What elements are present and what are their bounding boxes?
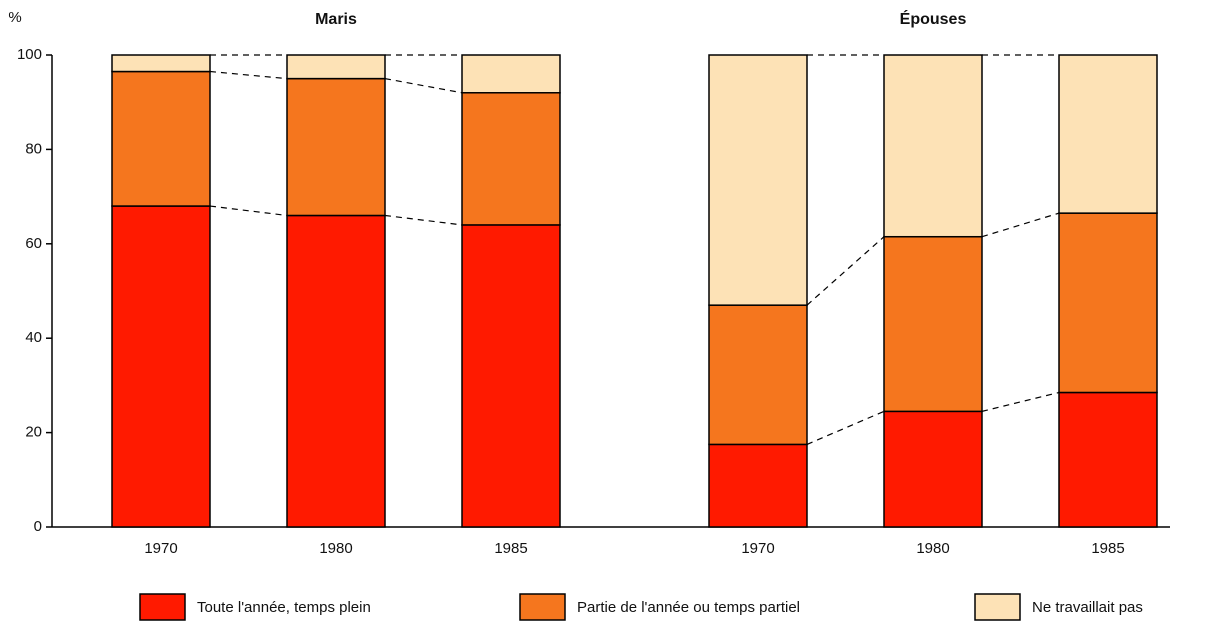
y-tick-label: 100 — [17, 46, 42, 63]
bar-segment — [461, 224, 561, 528]
y-tick-label: 20 — [25, 424, 42, 441]
bar-segment — [883, 54, 983, 238]
x-tick-label: 1980 — [319, 540, 352, 557]
bar-segment — [708, 304, 808, 446]
connector — [806, 236, 885, 306]
legend-label: Partie de l'année ou temps partiel — [577, 599, 800, 616]
legend-swatch — [519, 593, 566, 621]
bar-segment — [286, 214, 386, 528]
legend-label: Toute l'année, temps plein — [197, 599, 371, 616]
bar-segment — [1058, 212, 1158, 394]
connector — [981, 212, 1060, 238]
bar-segment — [1058, 54, 1158, 214]
bar-segment — [461, 54, 561, 94]
bar-segment — [286, 77, 386, 217]
connector — [209, 205, 288, 217]
y-tick-label: 60 — [25, 235, 42, 252]
x-tick-label: 1970 — [741, 540, 774, 557]
connector — [209, 70, 288, 80]
bar-segment — [1058, 391, 1158, 528]
bar-segment — [111, 70, 211, 207]
y-axis-label: % — [8, 9, 21, 26]
bar-segment — [111, 205, 211, 528]
bar-segment — [111, 54, 211, 73]
x-tick-label: 1985 — [1091, 540, 1124, 557]
bar-segment — [708, 54, 808, 306]
connector — [384, 214, 463, 226]
bar-segment — [883, 235, 983, 413]
connector — [981, 391, 1060, 412]
y-tick-label: 40 — [25, 329, 42, 346]
x-tick-label: 1985 — [494, 540, 527, 557]
x-tick-label: 1970 — [144, 540, 177, 557]
bar-segment — [286, 54, 386, 80]
bar-segment — [708, 443, 808, 528]
y-tick-label: 80 — [25, 140, 42, 157]
connector — [384, 78, 463, 94]
group-title: Maris — [315, 11, 357, 28]
connector — [806, 410, 885, 445]
legend-swatch — [974, 593, 1021, 621]
bar-segment — [461, 92, 561, 226]
bar-segment — [883, 410, 983, 528]
y-tick-label: 0 — [34, 518, 42, 535]
legend-swatch — [139, 593, 186, 621]
x-tick-label: 1980 — [916, 540, 949, 557]
group-title: Épouses — [900, 9, 967, 28]
legend-label: Ne travaillait pas — [1032, 599, 1143, 616]
